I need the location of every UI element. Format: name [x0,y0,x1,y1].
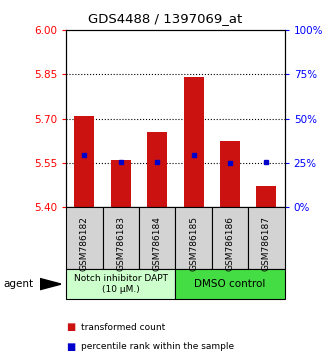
Text: DMSO control: DMSO control [194,279,266,289]
Text: transformed count: transformed count [81,323,166,332]
Bar [74,116,94,207]
Text: GSM786182: GSM786182 [80,216,89,271]
Text: ■: ■ [66,342,75,352]
Bar [111,160,131,207]
Polygon shape [40,278,61,290]
Text: ■: ■ [66,322,75,332]
Text: agent: agent [3,279,33,289]
Text: GDS4488 / 1397069_at: GDS4488 / 1397069_at [88,12,243,25]
Bar [147,132,167,207]
Text: GSM786183: GSM786183 [116,216,125,272]
Text: Notch inhibitor DAPT
(10 μM.): Notch inhibitor DAPT (10 μM.) [74,274,168,294]
Bar [184,77,204,207]
Bar [257,187,276,207]
Text: GSM786187: GSM786187 [262,216,271,272]
Text: percentile rank within the sample: percentile rank within the sample [81,342,234,352]
Bar [220,141,240,207]
Text: GSM786184: GSM786184 [153,216,162,271]
Text: GSM786185: GSM786185 [189,216,198,272]
Text: GSM786186: GSM786186 [225,216,235,272]
